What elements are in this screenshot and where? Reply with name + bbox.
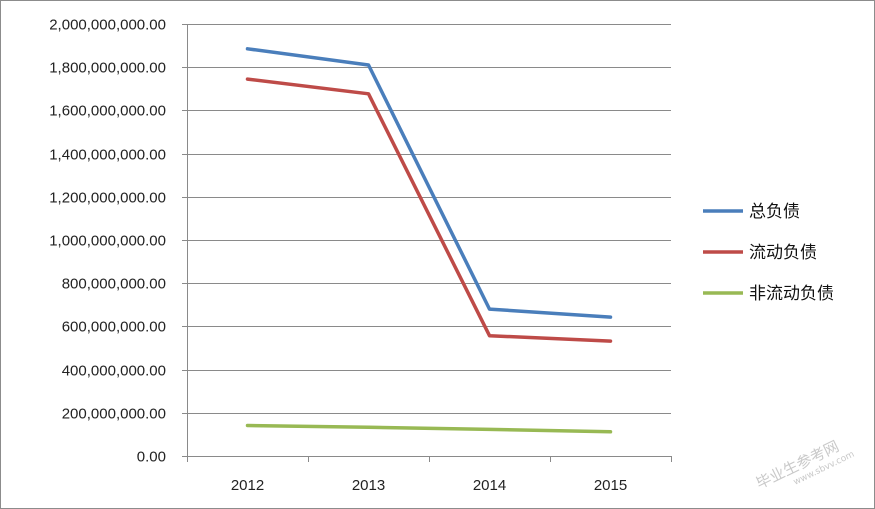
y-tick-label: 600,000,000.00 [62, 319, 166, 336]
y-tick-label: 1,800,000,000.00 [49, 60, 166, 77]
y-tick-label: 1,000,000,000.00 [49, 233, 166, 250]
series-line [245, 77, 613, 343]
y-tick-label: 800,000,000.00 [62, 276, 166, 293]
x-axis-tick-labels: 2012 2013 2014 2015 [231, 477, 627, 494]
y-tick-label: 1,400,000,000.00 [49, 147, 166, 164]
series-line [245, 47, 613, 319]
y-tick-label: 1,600,000,000.00 [49, 103, 166, 120]
y-tick-label: 2,000,000,000.00 [49, 17, 166, 34]
legend-label: 非流动负债 [749, 284, 834, 304]
y-tick-label: 400,000,000.00 [62, 363, 166, 380]
axes [182, 24, 672, 462]
y-tick-label: 1,200,000,000.00 [49, 190, 166, 207]
x-tick-label: 2014 [473, 477, 506, 494]
x-tick-label: 2012 [231, 477, 264, 494]
x-tick-label: 2013 [352, 477, 385, 494]
series-line [245, 423, 613, 434]
y-axis-tick-labels: 0.00 200,000,000.00 400,000,000.00 600,000,… [49, 17, 166, 466]
x-tick-label: 2015 [594, 477, 627, 494]
y-tick-label: 0.00 [137, 449, 166, 466]
legend-label: 总负债 [749, 202, 800, 222]
legend-label: 流动负债 [749, 243, 817, 263]
watermark: 毕业生参考网 www.sbvv.com [753, 437, 856, 493]
series-lines [245, 47, 613, 434]
gridlines [187, 24, 671, 414]
y-tick-label: 200,000,000.00 [62, 406, 166, 423]
